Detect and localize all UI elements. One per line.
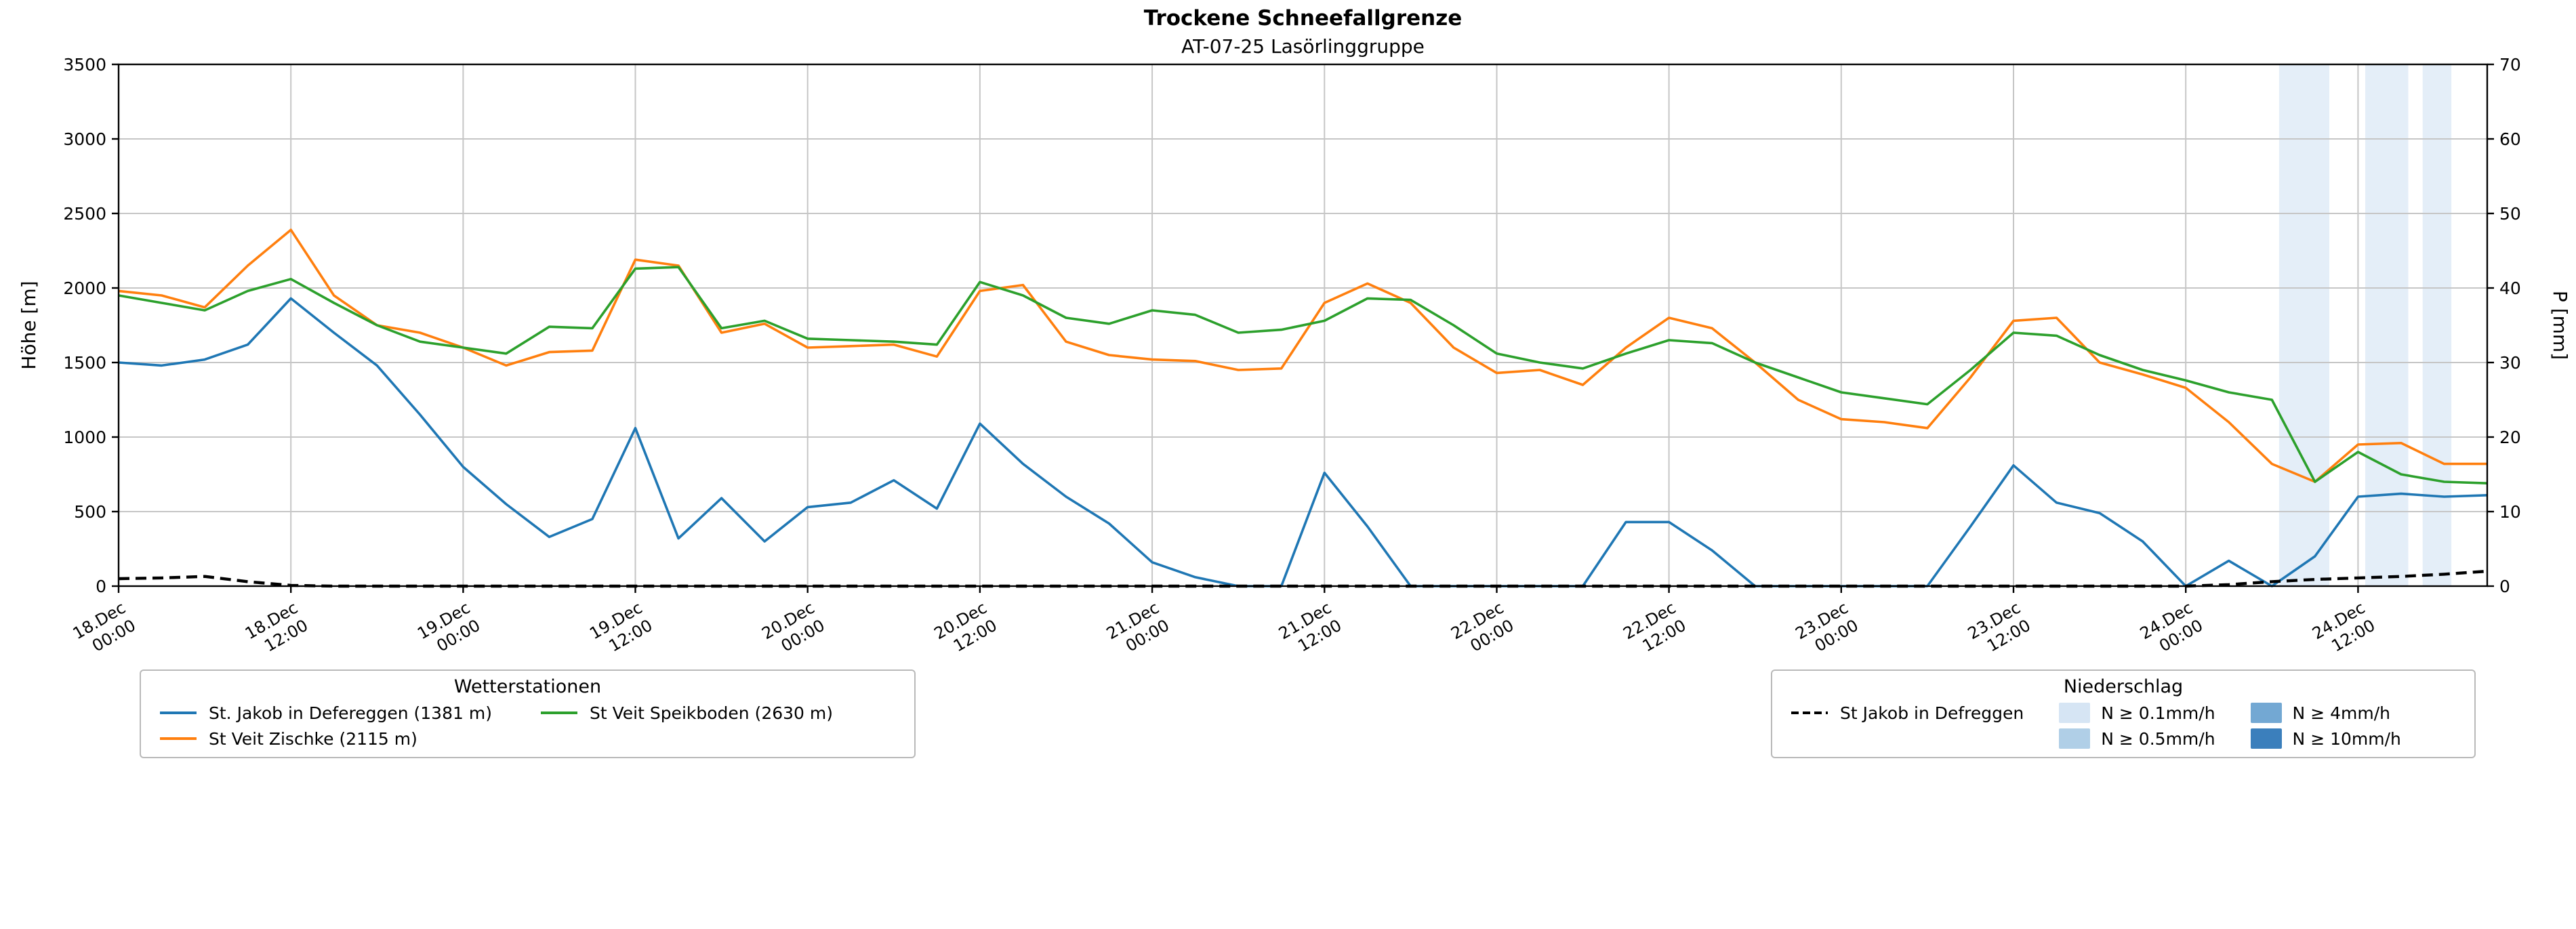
legend-item-label: N ≥ 0.1mm/h xyxy=(2101,703,2215,723)
legend-item-label: N ≥ 10mm/h xyxy=(2292,728,2401,749)
ytick-left-label: 3500 xyxy=(63,55,106,75)
xtick-label: 23.Dec12:00 xyxy=(1965,598,2034,661)
legend-item-label: St Veit Speikboden (2630 m) xyxy=(589,703,834,723)
ytick-left-label: 0 xyxy=(96,577,106,596)
legend-item: N ≥ 4mm/h xyxy=(2250,703,2401,723)
xtick-label: 20.Dec12:00 xyxy=(931,598,1000,661)
precip-band xyxy=(2422,64,2452,586)
precip-band xyxy=(2278,64,2329,586)
legend-wetterstationen: Wetterstationen St. Jakob in Defereggen … xyxy=(140,669,916,758)
xtick-label: 24.Dec12:00 xyxy=(2309,598,2378,661)
legend-item: St Veit Speikboden (2630 m) xyxy=(539,703,833,723)
legend-item: N ≥ 0.1mm/h xyxy=(2059,703,2215,723)
ytick-left-label: 3000 xyxy=(63,129,106,149)
legend-item: N ≥ 10mm/h xyxy=(2250,728,2401,749)
legend-band-swatch xyxy=(2059,728,2091,749)
legend-item: St Veit Zischke (2115 m) xyxy=(159,728,492,749)
series-line-2 xyxy=(118,266,2488,484)
chart-header: Trockene Schneefallgrenze AT-07-25 Lasör… xyxy=(119,5,2487,58)
xtick-label: 22.Dec00:00 xyxy=(1448,598,1517,661)
chart-plot-area: 0 500 1000 1500 2000 2500 3000 3500 0 10 20 30 40 50 6… xyxy=(18,55,2571,661)
xtick-label: 19.Dec12:00 xyxy=(586,598,655,661)
xtick-label: 24.Dec00:00 xyxy=(2137,598,2206,661)
xtick-label: 20.Dec00:00 xyxy=(758,598,827,661)
legend-line-swatch xyxy=(160,737,197,740)
legend-item: N ≥ 0.5mm/h xyxy=(2059,728,2215,749)
ytick-right-label: 10 xyxy=(2499,502,2521,522)
legend-niederschlag-items: St Jakob in Defreggen N ≥ 0.1mm/h N ≥ 0.5m… xyxy=(1772,703,2474,749)
legend-item-label: St. Jakob in Defereggen (1381 m) xyxy=(209,703,492,723)
ytick-right-label: 20 xyxy=(2499,428,2521,447)
legend-wetterstationen-items: St. Jakob in Defereggen (1381 m) St Veit … xyxy=(141,703,914,749)
legend-line-swatch xyxy=(160,711,197,714)
legend-column: St Veit Speikboden (2630 m) xyxy=(539,703,833,723)
ytick-left-label: 1000 xyxy=(63,428,106,447)
chart-title: Trockene Schneefallgrenze xyxy=(1143,6,1463,30)
ytick-right-label: 60 xyxy=(2499,129,2521,149)
xtick-label: 23.Dec00:00 xyxy=(1793,598,1862,661)
legend-band-swatch xyxy=(2059,703,2091,723)
xtick-label: 21.Dec12:00 xyxy=(1275,598,1345,661)
legend-item-label: St Jakob in Defreggen xyxy=(1840,703,2024,723)
legend-item-label: St Veit Zischke (2115 m) xyxy=(209,728,417,749)
legend-column: N ≥ 0.1mm/h N ≥ 0.5mm/h xyxy=(2059,703,2215,749)
xtick-label: 18.Dec00:00 xyxy=(70,598,139,661)
xtick-label: 22.Dec12:00 xyxy=(1620,598,1689,661)
legend-column: St. Jakob in Defereggen (1381 m) St Veit … xyxy=(159,703,492,749)
xtick-label: 18.Dec12:00 xyxy=(242,598,311,661)
legend-item: St Jakob in Defreggen xyxy=(1790,703,2024,723)
precip-band xyxy=(2365,64,2409,586)
ytick-right-label: 40 xyxy=(2499,278,2521,298)
y-axis-label-right: P [mm] xyxy=(2549,291,2571,360)
ytick-right-label: 50 xyxy=(2499,204,2521,224)
legend-wetterstationen-title: Wetterstationen xyxy=(453,676,602,697)
series-line-0 xyxy=(118,297,2488,587)
y-axis-label-left: Höhe [m] xyxy=(18,281,40,369)
legend-band-swatch xyxy=(2250,703,2282,723)
series-line-3 xyxy=(118,569,2488,588)
ytick-right-label: 70 xyxy=(2499,55,2521,75)
legend-item: St. Jakob in Defereggen (1381 m) xyxy=(159,703,492,723)
ytick-right-label: 0 xyxy=(2499,577,2510,596)
ytick-right-label: 30 xyxy=(2499,353,2521,373)
ytick-left-label: 500 xyxy=(74,502,106,522)
legend-band-swatch xyxy=(2250,728,2282,749)
legend-item-label: N ≥ 4mm/h xyxy=(2292,703,2390,723)
legend-niederschlag: Niederschlag St Jakob in Defreggen N ≥ 0.… xyxy=(1771,669,2476,758)
series-line-1 xyxy=(118,228,2487,483)
chart-subtitle: AT-07-25 Lasörlinggruppe xyxy=(1181,35,1425,58)
legend-column: St Jakob in Defreggen xyxy=(1790,703,2024,723)
ytick-left-label: 1500 xyxy=(63,353,106,373)
legend-line-swatch xyxy=(540,711,577,714)
legend-niederschlag-title: Niederschlag xyxy=(2063,676,2184,697)
legend-column: N ≥ 4mm/h N ≥ 10mm/h xyxy=(2250,703,2401,749)
xtick-label: 21.Dec00:00 xyxy=(1103,598,1172,661)
ytick-left-label: 2000 xyxy=(63,278,106,298)
xtick-label: 19.Dec00:00 xyxy=(414,598,483,661)
legend-item-label: N ≥ 0.5mm/h xyxy=(2101,728,2215,749)
legend-line-swatch xyxy=(1791,711,1828,714)
ytick-left-label: 2500 xyxy=(63,204,106,224)
plot-frame xyxy=(117,63,2489,587)
